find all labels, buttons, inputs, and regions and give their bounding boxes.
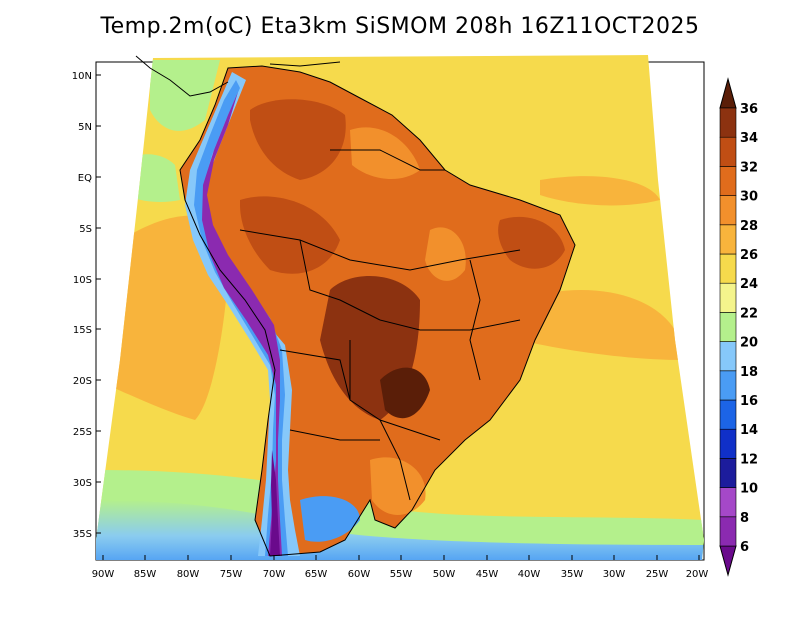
hot-core-northeast [498, 216, 565, 269]
colorbar-label: 8 [740, 511, 749, 526]
land-warm-patch-south [370, 457, 426, 515]
axis-ticks [96, 74, 700, 560]
y-tick-label: 35S [73, 529, 92, 540]
y-tick-label: 5N [78, 122, 92, 133]
x-axis-labels: 90W 85W 80W 75W 70W 65W 60W 55W 50W 45W … [92, 569, 709, 580]
colorbar-label: 32 [740, 160, 758, 175]
central-america-coast [135, 55, 341, 97]
colorbar-label: 22 [740, 306, 758, 321]
colorbar-swatch [719, 516, 737, 547]
colorbar-top-arrow [719, 77, 737, 109]
map-title: Temp.2m(oC) Eta3km SiSMOM 208h 16Z11OCT2… [100, 14, 700, 39]
y-tick-label: 10S [73, 275, 92, 286]
colorbar-label: 10 [740, 482, 758, 497]
y-axis-labels: 10N 5N EQ 5S 10S 15S 20S 25S 30S 35S [72, 71, 92, 540]
atlantic-warm-region-north [540, 176, 660, 206]
colorbar-swatch [719, 458, 737, 488]
y-tick-label: 30S [73, 478, 92, 489]
land-warm-patch [350, 127, 420, 180]
colorbar-label: 26 [740, 248, 758, 263]
andes-extreme-cold [270, 450, 280, 556]
colorbar-swatch [719, 107, 737, 138]
colorbar-label: 6 [740, 540, 749, 555]
colorbar-swatch [719, 428, 737, 459]
colorbar-label: 28 [740, 219, 758, 234]
x-tick-label: 80W [177, 569, 200, 580]
x-tick-label: 85W [134, 569, 157, 580]
colorbar-swatch [719, 370, 737, 401]
colorbar-label: 34 [740, 131, 758, 146]
colorbar-swatch [719, 224, 737, 255]
x-tick-label: 25W [646, 569, 669, 580]
x-tick-label: 20W [686, 569, 709, 580]
atlantic-warm-region [520, 290, 680, 360]
y-tick-label: EQ [78, 173, 92, 184]
colorbar-label: 30 [740, 190, 758, 205]
pacific-cool-region [150, 60, 220, 131]
colorbar-label: 36 [740, 102, 758, 117]
patagonia-cool-region [300, 496, 360, 542]
y-tick-label: 25S [73, 427, 92, 438]
y-tick-label: 15S [73, 325, 92, 336]
colorbar-label: 18 [740, 365, 758, 380]
x-tick-label: 70W [263, 569, 286, 580]
y-tick-label: 5S [79, 224, 92, 235]
y-tick-label: 20S [73, 376, 92, 387]
x-tick-label: 60W [348, 569, 371, 580]
temperature-field [96, 55, 704, 560]
colorbar-label: 16 [740, 394, 758, 409]
colorbar-swatch [719, 487, 737, 518]
x-tick-label: 65W [305, 569, 328, 580]
colorbar-label: 14 [740, 423, 758, 438]
hot-core-west [240, 196, 340, 274]
colorbar-swatch [719, 399, 737, 430]
southern-cold-band [96, 500, 704, 560]
borders [179, 65, 576, 557]
x-tick-label: 50W [433, 569, 456, 580]
colorbar-label: 20 [740, 336, 758, 351]
colorbar-label: 24 [740, 277, 758, 292]
colorbar: 6 8 10 12 14 16 18 20 22 24 26 28 30 32 34 36 [719, 77, 758, 577]
hot-core-max [380, 367, 430, 419]
land-warm-patch-2 [425, 227, 466, 281]
colorbar-swatch [719, 195, 737, 226]
colorbar-swatch [719, 282, 737, 313]
y-tick-label: 10N [72, 71, 92, 82]
hot-core-north [250, 99, 346, 180]
x-tick-label: 55W [390, 569, 413, 580]
colorbar-swatch [719, 166, 737, 196]
x-tick-label: 90W [92, 569, 115, 580]
x-tick-label: 75W [220, 569, 243, 580]
x-tick-label: 40W [518, 569, 541, 580]
x-tick-label: 30W [603, 569, 626, 580]
colorbar-swatch [719, 136, 737, 167]
colorbar-swatch [719, 312, 737, 342]
x-tick-label: 35W [561, 569, 584, 580]
colorbar-swatch [719, 253, 737, 284]
x-tick-label: 45W [476, 569, 499, 580]
colorbar-label: 12 [740, 452, 758, 467]
colorbar-swatch [719, 341, 737, 372]
colorbar-bottom-arrow [719, 545, 737, 577]
